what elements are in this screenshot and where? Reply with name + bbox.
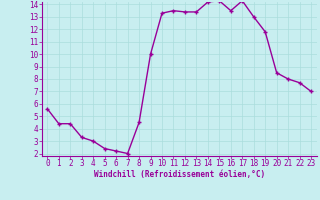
X-axis label: Windchill (Refroidissement éolien,°C): Windchill (Refroidissement éolien,°C) [94,170,265,179]
